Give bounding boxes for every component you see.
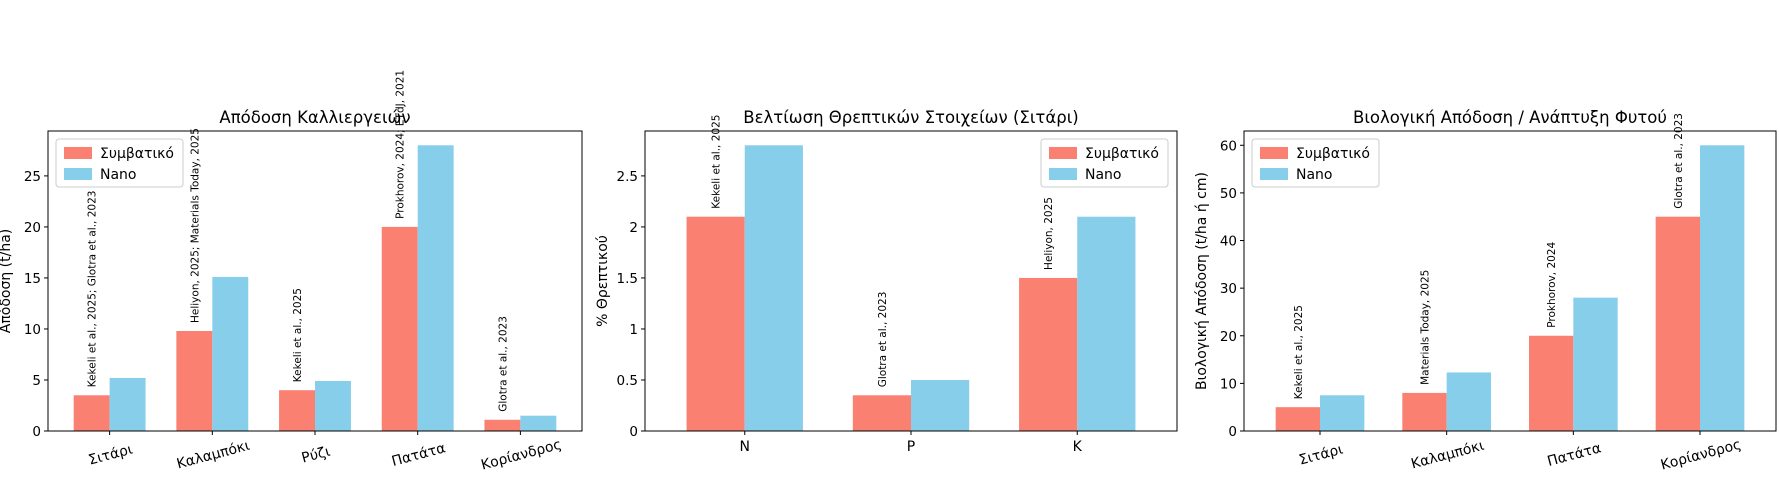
bar-annotation: Kekeli et al., 2025 [292, 288, 304, 382]
bar-nano [1320, 395, 1365, 431]
chart-panel-2: Kekeli et al., 2025 Glotra et al., 2023 He… [595, 108, 1178, 455]
bar-nano [1446, 372, 1491, 431]
x-tick-label: K [1073, 439, 1083, 455]
legend-swatch-conventional [1049, 147, 1077, 159]
x-tick-label: Σιτάρι [87, 442, 135, 469]
bar-nano [911, 379, 970, 431]
bar-conventional [1275, 407, 1320, 431]
bar-conventional [852, 395, 911, 431]
y-tick-label: 60 [1220, 138, 1237, 154]
y-tick-label: 50 [1220, 186, 1237, 202]
bar-annotation: Glotra et al., 2023 [497, 316, 509, 412]
legend-label: Συμβατικό [100, 146, 174, 162]
y-axis-label: Βιολογική Απόδοση (t/ha ή cm) [1194, 172, 1210, 390]
bar-annotation: Materials Today, 2025 [1420, 270, 1432, 385]
y-tick-label: 25 [24, 169, 41, 185]
bar-conventional [1529, 335, 1574, 431]
x-tick-label: Καλαμπόκι [175, 438, 252, 473]
y-tick-label: 40 [1220, 234, 1237, 250]
chart-panel-3: Kekeli et al., 2025 Materials Today, 2025… [1194, 108, 1777, 474]
bar-conventional [686, 216, 745, 431]
bar-nano [417, 145, 454, 432]
legend-label: Nano [1085, 167, 1122, 183]
x-tick-label: Κορίανδρος [479, 437, 563, 474]
y-tick-label: 1.5 [617, 271, 638, 287]
y-tick-label: 20 [1220, 329, 1237, 345]
bar-nano [212, 276, 249, 431]
legend-label: Nano [1296, 167, 1333, 183]
legend-swatch-nano [1260, 168, 1288, 180]
legend-swatch-nano [1049, 168, 1077, 180]
bar-annotation: Kekeli et al., 2025 [1293, 305, 1305, 399]
axes-frame [1243, 130, 1777, 432]
bar-conventional [73, 395, 110, 431]
bar-nano [1573, 297, 1618, 431]
x-tick-label: N [740, 439, 750, 455]
bar-nano [109, 377, 146, 431]
y-tick-label: 2 [629, 220, 638, 236]
bar-annotation: Glotra et al., 2023 [877, 292, 889, 388]
x-tick-label: P [907, 439, 915, 455]
legend-swatch-nano [64, 168, 92, 180]
y-tick-label: 0 [1228, 424, 1237, 440]
legend-swatch-conventional [1260, 147, 1288, 159]
chart-title: Απόδοση Καλλιεργειών [219, 108, 410, 127]
y-tick-label: 0.5 [617, 373, 638, 389]
y-tick-label: 10 [24, 322, 41, 338]
bar-annotation: Kekeli et al., 2025 [711, 115, 723, 209]
x-tick-label: Καλαμπόκι [1409, 438, 1486, 473]
bar-nano [1700, 145, 1745, 432]
y-tick-label: 1 [629, 322, 638, 338]
x-tick-label: Σιτάρι [1297, 442, 1345, 469]
y-tick-label: 10 [1220, 376, 1237, 392]
y-axis-label: % Θρεπτικού [595, 235, 611, 327]
bar-annotation: Prokhorov, 2024 [1546, 242, 1558, 328]
bar-nano [744, 145, 803, 432]
bar-annotation: Glotra et al., 2023 [1673, 113, 1685, 209]
legend-swatch-conventional [64, 147, 92, 159]
bar-nano [315, 381, 351, 431]
y-tick-label: 15 [24, 271, 41, 287]
y-axis-label: Απόδοση (t/ha) [0, 229, 14, 333]
legend-label: Συμβατικό [1296, 146, 1370, 162]
x-tick-label: Ρύζι [300, 444, 332, 467]
y-tick-label: 5 [32, 373, 41, 389]
legend-label: Nano [100, 167, 137, 183]
bar-annotation: Heliyon, 2025 [1043, 197, 1055, 270]
bar-conventional [176, 331, 213, 431]
y-tick-label: 0 [629, 424, 638, 440]
chart-panel-1: Kekeli et al., 2025; Glotra et al., 2023… [0, 70, 583, 474]
bar-nano [1077, 216, 1136, 431]
bar-annotation: Kekeli et al., 2025; Glotra et al., 2023 [87, 191, 99, 388]
chart-title: Βιολογική Απόδοση / Ανάπτυξη Φυτού [1353, 108, 1667, 127]
bar-annotation: Heliyon, 2025; Materials Today, 2025 [189, 128, 201, 323]
chart-title: Βελτίωση Θρεπτικών Στοιχείων (Σιτάρι) [743, 108, 1078, 127]
bar-conventional [1019, 277, 1078, 431]
x-tick-label: Πατάτα [1546, 440, 1603, 470]
y-tick-label: 2.5 [617, 169, 638, 185]
bar-conventional [484, 419, 521, 431]
x-tick-label: Κορίανδρος [1659, 437, 1743, 474]
y-tick-label: 30 [1220, 281, 1237, 297]
y-tick-label: 20 [24, 220, 41, 236]
bar-nano [520, 415, 557, 431]
legend-label: Συμβατικό [1085, 146, 1159, 162]
y-tick-label: 0 [32, 424, 41, 440]
bar-conventional [1402, 392, 1447, 431]
bar-conventional [381, 226, 418, 431]
bar-conventional [279, 390, 315, 431]
x-tick-label: Πατάτα [390, 440, 447, 470]
bar-conventional [1655, 216, 1700, 431]
bar-annotation: Prokhorov, 2024; ETdJ, 2021 [395, 70, 407, 219]
